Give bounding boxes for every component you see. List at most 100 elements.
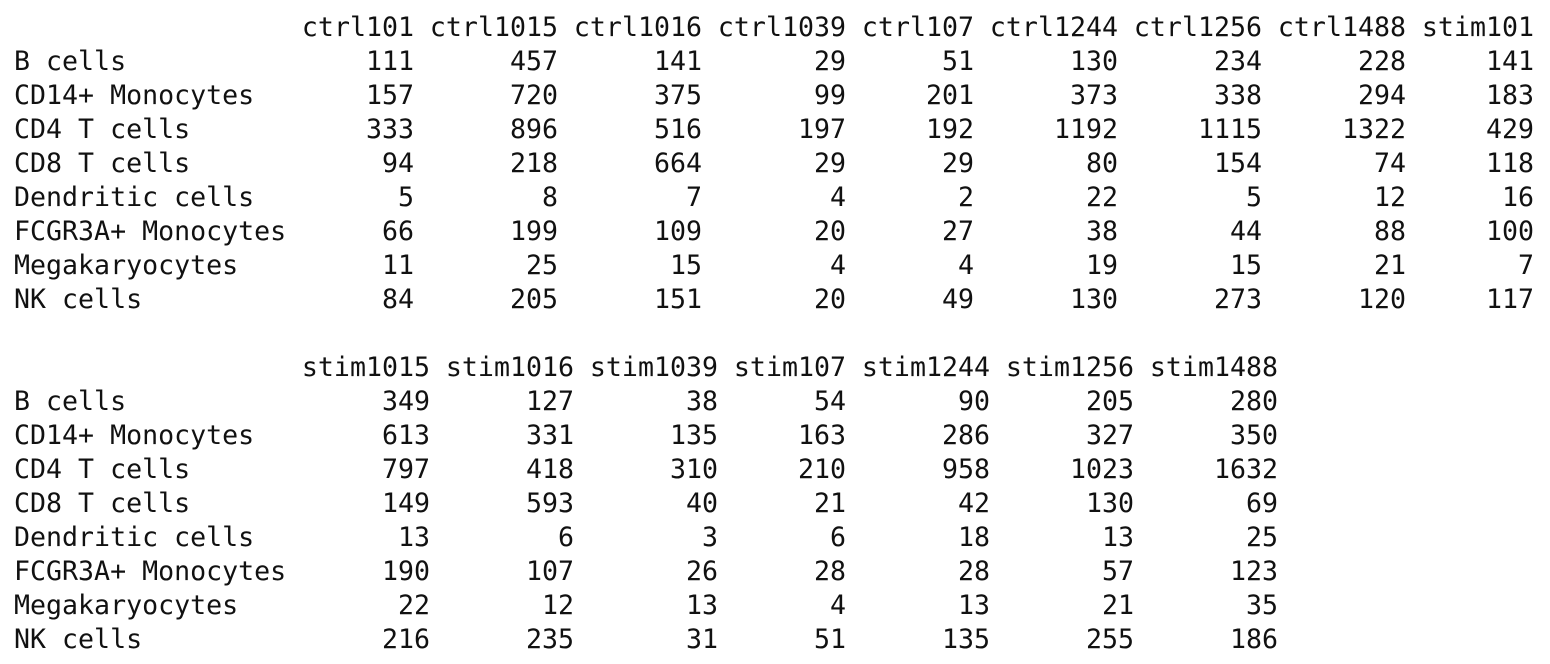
cell-value: 7 [685, 182, 702, 213]
cell-value: 74 [1373, 148, 1406, 179]
cell-value: 18 [957, 522, 990, 553]
cell-value: 218 [509, 148, 558, 179]
cell-value: 331 [525, 420, 574, 451]
cell-value: 127 [525, 386, 574, 417]
cell-value: 327 [1085, 420, 1134, 451]
cell-value: 1023 [1069, 454, 1134, 485]
cell-value: 375 [653, 80, 702, 111]
cell-value: 118 [1485, 148, 1534, 179]
cell-value: 21 [1373, 250, 1406, 281]
cell-value: 183 [1485, 80, 1534, 111]
cell-value: 19 [1085, 250, 1118, 281]
cell-value: 4 [957, 250, 974, 281]
row-label: Megakaryocytes [14, 590, 239, 621]
cell-value: 130 [1069, 284, 1118, 315]
cell-value: 593 [525, 488, 574, 519]
cell-value: 192 [925, 114, 974, 145]
cell-value: 418 [525, 454, 574, 485]
cell-value: 310 [669, 454, 718, 485]
cell-value: 4 [829, 590, 846, 621]
column-header: stim1256 [1005, 352, 1134, 383]
cell-value: 11 [381, 250, 414, 281]
row-label: Dendritic cells [14, 182, 255, 213]
cell-value: 21 [813, 488, 846, 519]
cell-value: 94 [381, 148, 414, 179]
cell-value: 373 [1069, 80, 1118, 111]
cell-value: 35 [1245, 590, 1278, 621]
cell-value: 163 [797, 420, 846, 451]
cell-value: 141 [653, 46, 702, 77]
cell-value: 4 [829, 182, 846, 213]
row-label: NK cells [14, 284, 143, 315]
cell-value: 15 [669, 250, 702, 281]
cell-value: 88 [1373, 216, 1406, 247]
cell-value: 12 [541, 590, 574, 621]
cell-value: 6 [829, 522, 846, 553]
cell-value: 120 [1357, 284, 1406, 315]
cell-value: 720 [509, 80, 558, 111]
cell-value: 1115 [1197, 114, 1262, 145]
cell-value: 31 [685, 624, 718, 655]
cell-value: 25 [1245, 522, 1278, 553]
cell-value: 151 [653, 284, 702, 315]
cell-value: 333 [365, 114, 414, 145]
cell-value: 13 [685, 590, 718, 621]
cell-value: 111 [365, 46, 414, 77]
cell-value: 130 [1069, 46, 1118, 77]
cell-value: 235 [525, 624, 574, 655]
cell-value: 294 [1357, 80, 1406, 111]
column-header: stim1039 [589, 352, 718, 383]
cell-value: 16 [1501, 182, 1534, 213]
cell-value: 234 [1213, 46, 1262, 77]
row-label: FCGR3A+ Monocytes [14, 216, 287, 247]
cell-value: 349 [381, 386, 430, 417]
cell-value: 1192 [1053, 114, 1118, 145]
cell-value: 205 [1085, 386, 1134, 417]
cell-value: 28 [957, 556, 990, 587]
cell-value: 5 [1245, 182, 1262, 213]
column-header: stim107 [733, 352, 846, 383]
cell-value: 51 [813, 624, 846, 655]
cell-value: 197 [797, 114, 846, 145]
cell-value: 273 [1213, 284, 1262, 315]
cell-value: 22 [1085, 182, 1118, 213]
cell-value: 29 [813, 46, 846, 77]
cell-value: 613 [381, 420, 430, 451]
cell-value: 90 [957, 386, 990, 417]
cell-value: 190 [381, 556, 430, 587]
cell-value: 350 [1229, 420, 1278, 451]
cell-value: 186 [1229, 624, 1278, 655]
cell-value: 29 [941, 148, 974, 179]
cell-value: 99 [813, 80, 846, 111]
cell-value: 205 [509, 284, 558, 315]
cell-value: 40 [685, 488, 718, 519]
cell-value: 123 [1229, 556, 1278, 587]
cell-value: 130 [1085, 488, 1134, 519]
cell-value: 255 [1085, 624, 1134, 655]
cell-value: 25 [525, 250, 558, 281]
cell-value: 286 [941, 420, 990, 451]
cell-value: 38 [685, 386, 718, 417]
cell-value: 27 [941, 216, 974, 247]
cell-value: 12 [1373, 182, 1406, 213]
column-header: ctrl1016 [573, 12, 702, 43]
cell-value: 38 [1085, 216, 1118, 247]
cell-value: 44 [1229, 216, 1262, 247]
cell-value: 958 [941, 454, 990, 485]
cell-value: 80 [1085, 148, 1118, 179]
column-header: stim1488 [1149, 352, 1278, 383]
row-label: FCGR3A+ Monocytes [14, 556, 287, 587]
cell-value: 338 [1213, 80, 1262, 111]
cell-value: 157 [365, 80, 414, 111]
cell-value: 135 [669, 420, 718, 451]
row-label: CD4 T cells [14, 454, 191, 485]
cell-value: 1632 [1213, 454, 1278, 485]
cell-value: 7 [1517, 250, 1534, 281]
cell-value: 516 [653, 114, 702, 145]
row-label: CD8 T cells [14, 488, 191, 519]
cell-value: 2 [957, 182, 974, 213]
cell-value: 21 [1101, 590, 1134, 621]
cell-value: 69 [1245, 488, 1278, 519]
cell-value: 15 [1229, 250, 1262, 281]
